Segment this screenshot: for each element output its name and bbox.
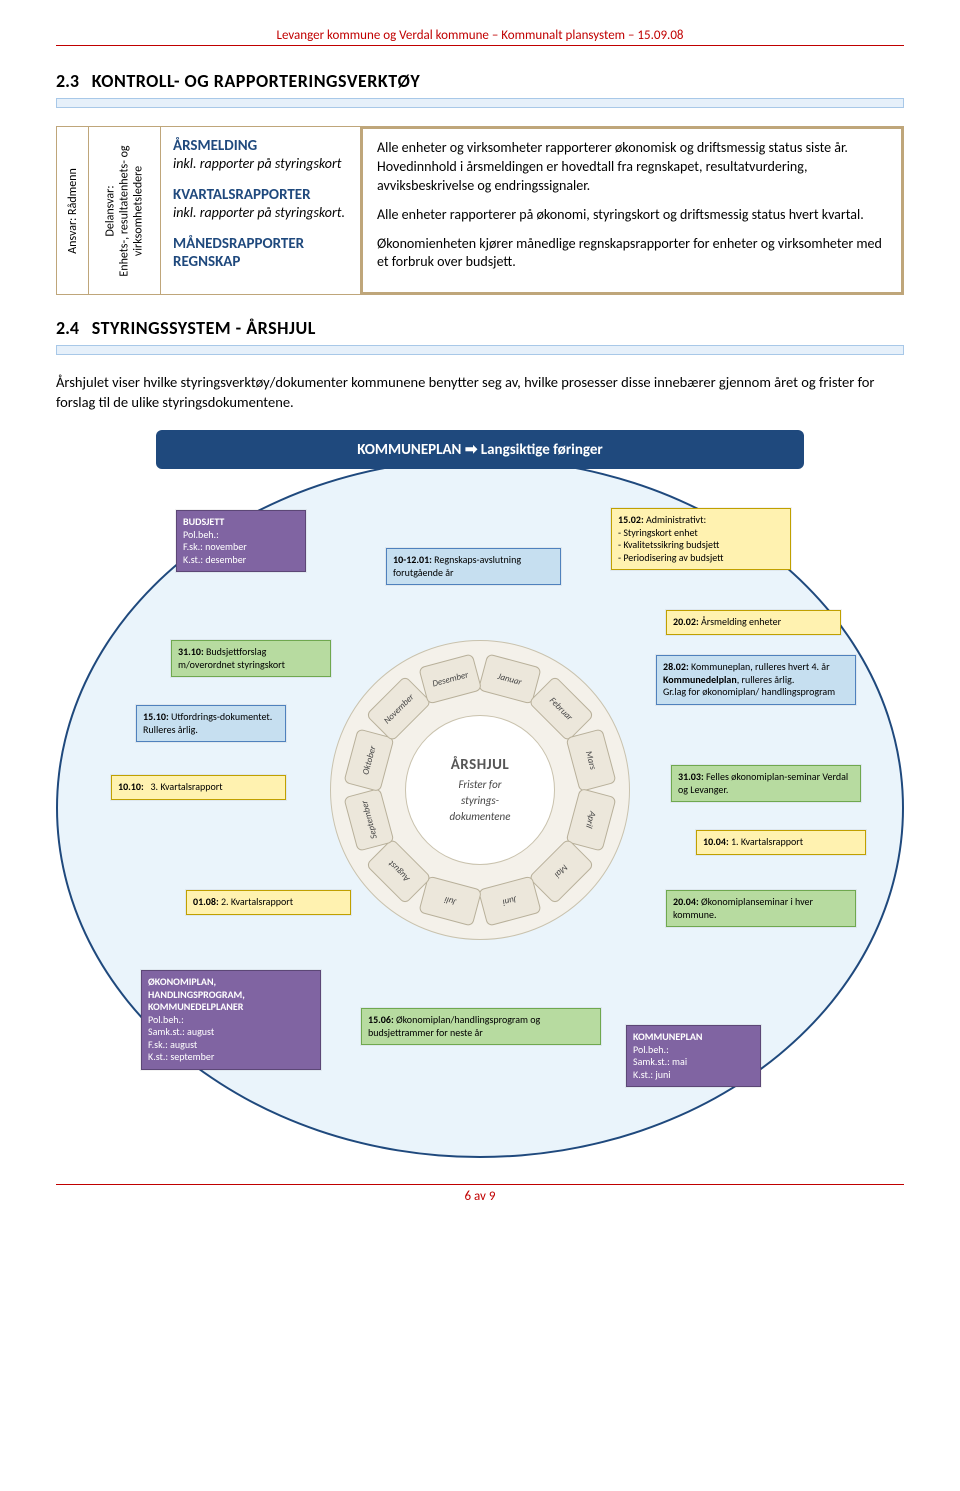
ansvar-cell: Ansvar: Rådmenn	[57, 127, 89, 294]
callout-2004: 20.04: Økonomiplanseminar i hver kommune…	[666, 890, 856, 927]
right-p3: Økonomienheten kjører månedlige regnskap…	[377, 235, 887, 273]
wheel-title: ÅRSHJUL	[451, 756, 510, 776]
ansvar-label: Ansvar: Rådmenn	[66, 168, 80, 254]
callout-1004: 10.04: 1. Kvartalsrapport	[696, 830, 866, 855]
wheel-center: ÅRSHJUL Frister for styrings- dokumenten…	[405, 715, 555, 865]
callout-3110: 31.10: 31.10: Budsjettforslag m/overordn…	[171, 640, 331, 677]
callout-1012: 10-12.01: Regnskaps-avslutning forutgåen…	[386, 548, 561, 585]
callout-kommuneplan: KOMMUNEPLAN Pol.beh.: Samk.st.: mai K.st…	[626, 1025, 761, 1087]
callout-1506: 15.06: Økonomiplan/handlingsprogram og b…	[361, 1008, 601, 1045]
section-2-3-heading: 2.3 KONTROLL- OG RAPPORTERINGSVERKTØY	[56, 70, 904, 92]
page-footer: 6 av 9	[56, 1184, 904, 1204]
callout-1502: 15.02: 15.02: Administrativt:Administrat…	[611, 508, 791, 570]
tools-right-cell: Alle enheter og virksomheter rapporterer…	[361, 127, 903, 294]
callout-0108: 01.08: 2. Kvartalsrapport	[186, 890, 351, 915]
arshjul-diagram: KOMMUNEPLAN ➡ Langsiktige føringer Janua…	[56, 430, 904, 1160]
callout-budsjett: BUDSJETT Pol.beh.: F.sk.: november K.st.…	[176, 510, 306, 572]
section-2-4-para: Årshjulet viser hvilke styringsverktøy/d…	[56, 373, 904, 412]
arsmelding-title: ÅRSMELDING	[173, 137, 348, 155]
right-p1: Alle enheter og virksomheter rapporterer…	[377, 139, 887, 196]
kommuneplan-banner: KOMMUNEPLAN ➡ Langsiktige føringer	[156, 430, 804, 469]
section-2-3-title: KONTROLL- OG RAPPORTERINGSVERKTØY	[92, 70, 421, 92]
wheel-sub3: dokumentene	[450, 810, 511, 824]
year-wheel: JanuarFebruarMarsAprilMaiJuniJuliAugustS…	[330, 640, 630, 940]
section-2-4-heading: 2.4 STYRINGSSYSTEM - ÅRSHJUL	[56, 317, 904, 339]
callout-2802: 28.02: Kommuneplan, rulleres hvert 4. år…	[656, 655, 856, 705]
maneds-title: MÅNEDSRAPPORTER REGNSKAP	[173, 235, 348, 271]
wheel-sub1: Frister for	[458, 778, 501, 792]
right-p2: Alle enheter rapporterer på økonomi, sty…	[377, 206, 887, 225]
section-2-4-title: STYRINGSSYSTEM - ÅRSHJUL	[92, 317, 316, 339]
delansvar-label: Delansvar: Enhets-, resultatenhets- og v…	[104, 145, 146, 276]
reporting-tools-table: Ansvar: Rådmenn Delansvar: Enhets-, resu…	[56, 126, 904, 295]
callout-3103: 31.03: Felles økonomiplan-seminar Verdal…	[671, 765, 861, 802]
callout-1510: 15.10: Utfordrings-dokumentet. Rulleres …	[136, 705, 286, 742]
wheel-sub2: styrings-	[461, 794, 499, 808]
section-2-4-num: 2.4	[56, 317, 79, 339]
section-divider	[56, 98, 904, 108]
kvartal-sub: inkl. rapporter på styringskort.	[173, 204, 348, 221]
callout-1010: 10.10: 3. Kvartalsrapport	[111, 775, 286, 800]
callout-okonomiplan: ØKONOMIPLAN, HANDLINGSPROGRAM, KOMMUNEDE…	[141, 970, 321, 1070]
section-2-3-num: 2.3	[56, 70, 79, 92]
callout-2002: 20.02: Årsmelding enheter	[666, 610, 841, 635]
page-header: Levanger kommune og Verdal kommune – Kom…	[56, 28, 904, 46]
tools-left-cell: ÅRSMELDING inkl. rapporter på styringsko…	[161, 127, 361, 294]
kvartal-title: KVARTALSRAPPORTER	[173, 186, 348, 204]
section-divider-2	[56, 345, 904, 355]
arsmelding-sub: inkl. rapporter på styringskort	[173, 155, 348, 172]
delansvar-cell: Delansvar: Enhets-, resultatenhets- og v…	[89, 127, 161, 294]
